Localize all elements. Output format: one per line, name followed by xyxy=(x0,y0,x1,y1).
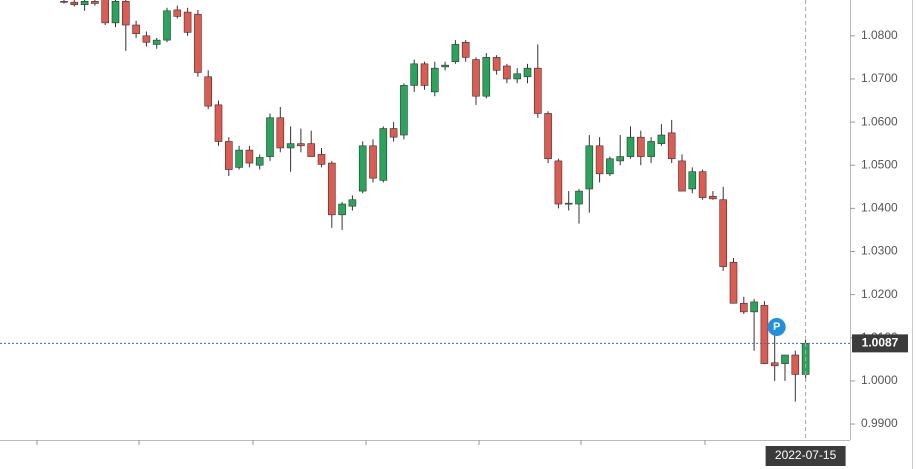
candle-body xyxy=(70,1,79,6)
candle-body xyxy=(739,302,748,313)
candle-body xyxy=(389,128,398,138)
candle-body xyxy=(647,141,655,157)
candle-body xyxy=(430,67,439,93)
candle-body xyxy=(400,85,408,136)
candle-body xyxy=(750,301,758,313)
candle-body xyxy=(709,195,717,200)
candle-body xyxy=(554,160,563,205)
y-tick-label: 0.9900 xyxy=(861,416,898,430)
candle-body xyxy=(564,202,573,205)
candle-body xyxy=(626,136,635,157)
candle-body xyxy=(719,199,728,267)
candle-body xyxy=(194,13,202,73)
candle-body xyxy=(770,362,779,367)
candle-body xyxy=(204,76,212,107)
candle-body xyxy=(286,143,295,149)
candle-body xyxy=(348,199,357,207)
candle-body xyxy=(358,145,367,192)
candle-body xyxy=(379,128,388,181)
candle-body xyxy=(410,63,419,86)
candle-body xyxy=(214,104,223,142)
candle-body xyxy=(276,117,285,149)
candle-body xyxy=(80,0,89,6)
candle-body xyxy=(503,65,511,80)
candle-body xyxy=(142,35,151,43)
candle-body xyxy=(441,64,449,68)
y-tick-label: 1.0700 xyxy=(861,71,898,85)
y-tick-label: 1.0300 xyxy=(861,244,898,258)
candle-body xyxy=(451,44,460,62)
y-tick-label: 1.0200 xyxy=(861,287,898,301)
candle-body xyxy=(678,160,686,192)
candle-body xyxy=(667,132,676,160)
candle-body xyxy=(245,149,254,164)
price-label: 1.0087 xyxy=(862,336,899,350)
candle-body xyxy=(101,0,109,24)
x-tick-marks xyxy=(36,440,706,445)
candle-body xyxy=(225,141,233,170)
candle-body xyxy=(482,57,491,97)
candle-body xyxy=(616,156,625,162)
candle-body xyxy=(688,171,697,190)
candle-body xyxy=(760,305,769,364)
candle-body xyxy=(636,136,645,157)
candle-body xyxy=(420,63,429,86)
candle-body xyxy=(132,24,140,34)
candle-body xyxy=(327,162,336,216)
candle-body xyxy=(235,149,243,168)
candle-body xyxy=(513,73,522,80)
candle-body xyxy=(657,134,666,144)
candle-body xyxy=(606,158,614,175)
y-tick-label: 1.0000 xyxy=(861,373,898,387)
candle-body xyxy=(163,10,171,41)
date-label: 2022-07-15 xyxy=(775,448,837,462)
candle-body xyxy=(575,190,583,205)
y-tick-label: 1.0600 xyxy=(861,114,898,128)
candle-body xyxy=(544,113,552,160)
marker-badge xyxy=(767,318,786,336)
candle-body xyxy=(317,154,326,165)
candle-body xyxy=(369,145,377,179)
candle-body xyxy=(338,203,346,216)
candle-body xyxy=(791,354,800,375)
candle-body xyxy=(60,0,68,3)
candle-body xyxy=(307,143,316,157)
candle-body xyxy=(585,145,594,190)
candle-body xyxy=(152,39,161,45)
candle-body xyxy=(266,117,274,157)
y-tick-label: 1.0400 xyxy=(861,201,898,215)
candle-body xyxy=(91,0,99,4)
candle-body xyxy=(492,57,501,71)
marker-label: P xyxy=(773,321,780,333)
candle-body xyxy=(523,67,532,78)
price-label-box xyxy=(852,334,908,353)
candle-body xyxy=(122,0,130,26)
candle-body xyxy=(698,171,707,198)
y-tick-label: 1.0500 xyxy=(861,157,898,171)
candle-body xyxy=(461,41,470,58)
candle-body xyxy=(472,59,480,97)
candle-body xyxy=(173,9,182,17)
candle-body xyxy=(111,0,120,24)
candle-body xyxy=(595,145,604,175)
candle-body xyxy=(533,67,542,114)
y-tick-label: 1.0800 xyxy=(861,28,898,42)
candle-body xyxy=(255,157,264,166)
date-label-box xyxy=(765,446,846,466)
candle-body xyxy=(729,261,738,304)
candle-body xyxy=(183,11,192,33)
candle-body xyxy=(297,143,305,147)
candle-body xyxy=(781,354,789,364)
